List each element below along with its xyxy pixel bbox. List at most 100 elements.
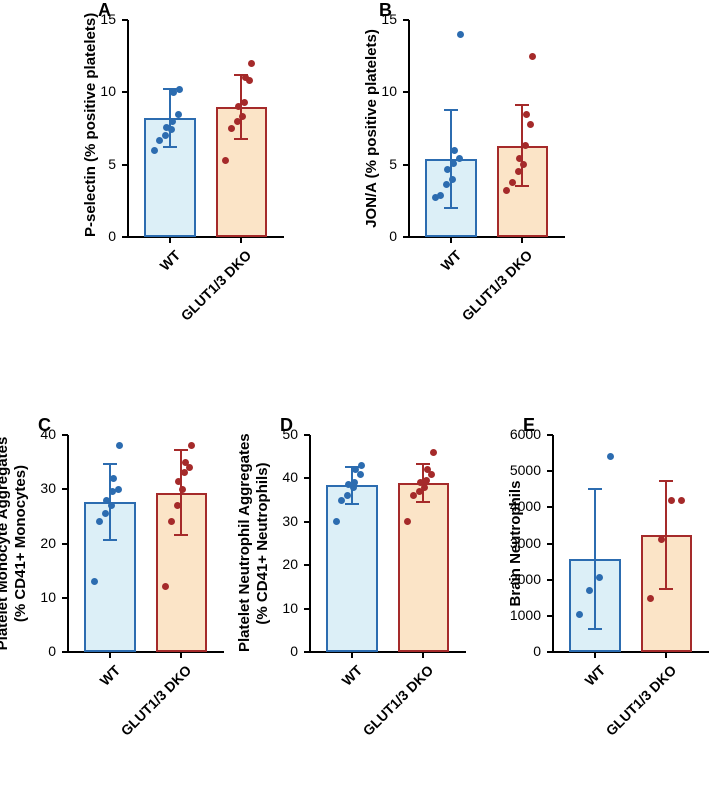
y-tick	[403, 236, 409, 238]
errorbar-cap	[659, 480, 673, 482]
y-tick	[403, 164, 409, 166]
data-point	[515, 168, 522, 175]
y-axis-title-line: Brain Neutrophils	[507, 435, 524, 652]
y-axis-title-line: (% CD41+ Monocytes)	[12, 435, 29, 652]
data-point	[163, 124, 170, 131]
data-point	[444, 166, 451, 173]
data-point	[333, 518, 340, 525]
errorbar	[665, 481, 667, 590]
data-point	[91, 578, 98, 585]
data-point	[179, 486, 186, 493]
data-point	[423, 477, 430, 484]
data-point	[668, 497, 675, 504]
y-axis	[127, 20, 129, 237]
errorbar-cap	[345, 503, 359, 505]
y-axis-title-line: Platelet Neutrophil Aggregates	[236, 435, 253, 652]
bar-wt	[326, 485, 378, 652]
y-tick	[547, 434, 553, 436]
data-point	[151, 147, 158, 154]
x-tick	[450, 237, 452, 243]
data-point	[116, 442, 123, 449]
errorbar-cap	[588, 628, 602, 630]
data-point	[430, 449, 437, 456]
x-tick	[240, 237, 242, 243]
x-category-label: WT	[41, 662, 123, 744]
data-point	[509, 179, 516, 186]
figure: A051015P-selectin (% positive platelets)…	[0, 0, 728, 795]
y-tick	[62, 434, 68, 436]
y-tick	[403, 19, 409, 21]
bar-dko	[398, 483, 450, 652]
y-tick	[403, 91, 409, 93]
data-point	[451, 147, 458, 154]
x-tick	[665, 652, 667, 658]
data-point	[169, 118, 176, 125]
data-point	[182, 459, 189, 466]
data-point	[228, 125, 235, 132]
y-tick	[304, 651, 310, 653]
data-point	[358, 462, 365, 469]
data-point	[241, 99, 248, 106]
y-tick	[122, 236, 128, 238]
x-tick	[169, 237, 171, 243]
errorbar-cap	[416, 501, 430, 503]
x-category-label: GLUT1/3 DKO	[454, 247, 536, 329]
y-tick	[62, 488, 68, 490]
data-point	[175, 111, 182, 118]
y-tick	[62, 543, 68, 545]
x-tick	[180, 652, 182, 658]
y-tick	[122, 19, 128, 21]
y-tick	[304, 608, 310, 610]
x-category-label: WT	[382, 247, 464, 329]
y-axis-title-line: (% CD41+ Neutrophils)	[254, 435, 271, 652]
errorbar-cap	[103, 539, 117, 541]
y-tick	[304, 477, 310, 479]
errorbar-cap	[515, 104, 529, 106]
y-tick	[547, 543, 553, 545]
data-point	[522, 142, 529, 149]
data-point	[457, 31, 464, 38]
y-axis	[309, 435, 311, 652]
y-axis-title-line: JON/A (% positive platelets)	[363, 20, 380, 237]
errorbar-cap	[659, 588, 673, 590]
errorbar-cap	[174, 534, 188, 536]
data-point	[529, 53, 536, 60]
errorbar-cap	[588, 488, 602, 490]
y-tick	[304, 564, 310, 566]
data-point	[527, 121, 534, 128]
data-point	[174, 502, 181, 509]
x-category-label: GLUT1/3 DKO	[173, 247, 255, 329]
x-category-label: GLUT1/3 DKO	[355, 662, 437, 744]
y-tick	[547, 470, 553, 472]
errorbar-cap	[234, 138, 248, 140]
data-point	[175, 478, 182, 485]
x-category-label: WT	[526, 662, 608, 744]
errorbar	[450, 110, 452, 208]
errorbar-cap	[444, 109, 458, 111]
y-tick	[547, 651, 553, 653]
data-point	[658, 536, 665, 543]
x-category-label: WT	[101, 247, 183, 329]
data-point	[607, 453, 614, 460]
y-axis-title-line: P-selectin (% positive platelets)	[82, 20, 99, 237]
y-tick	[547, 579, 553, 581]
data-point	[248, 60, 255, 67]
data-point	[576, 611, 583, 618]
x-tick	[521, 237, 523, 243]
data-point	[222, 157, 229, 164]
x-category-label: GLUT1/3 DKO	[598, 662, 680, 744]
data-point	[678, 497, 685, 504]
data-point	[437, 192, 444, 199]
errorbar-cap	[174, 449, 188, 451]
data-point	[103, 497, 110, 504]
x-category-label: WT	[283, 662, 365, 744]
data-point	[523, 111, 530, 118]
errorbar	[594, 489, 596, 629]
data-point	[586, 587, 593, 594]
y-axis-title-line: Platelet Monocyte Aggregates	[0, 435, 11, 652]
data-point	[115, 486, 122, 493]
x-tick	[109, 652, 111, 658]
errorbar-cap	[103, 463, 117, 465]
data-point	[181, 469, 188, 476]
y-tick	[304, 434, 310, 436]
